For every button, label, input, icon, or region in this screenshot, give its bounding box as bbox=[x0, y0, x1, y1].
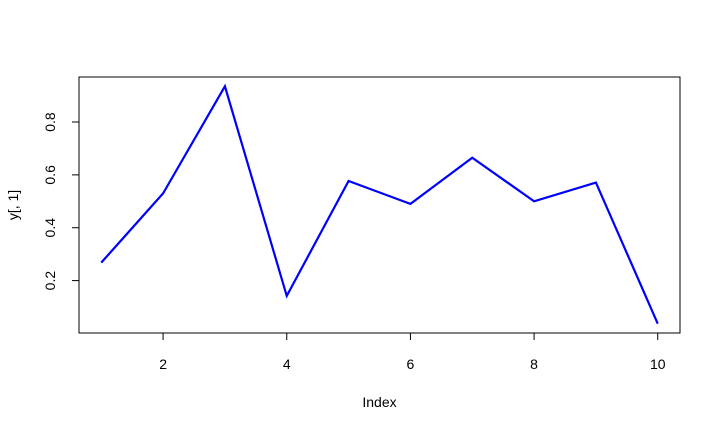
x-tick-label: 8 bbox=[530, 356, 538, 372]
y-tick-label: 0.8 bbox=[42, 112, 58, 132]
y-tick-label: 0.2 bbox=[42, 271, 58, 291]
x-axis-title: Index bbox=[362, 394, 396, 410]
x-tick-label: 2 bbox=[159, 356, 167, 372]
y-tick-label: 0.4 bbox=[42, 218, 58, 238]
y-tick-label: 0.6 bbox=[42, 165, 58, 185]
y-axis-title: y[, 1] bbox=[5, 190, 21, 220]
x-tick-label: 4 bbox=[283, 356, 291, 372]
series-line bbox=[100, 83, 659, 325]
x-axis: 2 4 6 8 10 bbox=[159, 332, 666, 372]
plot-frame bbox=[78, 76, 681, 334]
x-tick-label: 10 bbox=[650, 356, 666, 372]
series-group bbox=[100, 83, 659, 325]
y-axis: 0.2 0.4 0.6 0.8 bbox=[42, 112, 80, 291]
x-tick-label: 6 bbox=[407, 356, 415, 372]
